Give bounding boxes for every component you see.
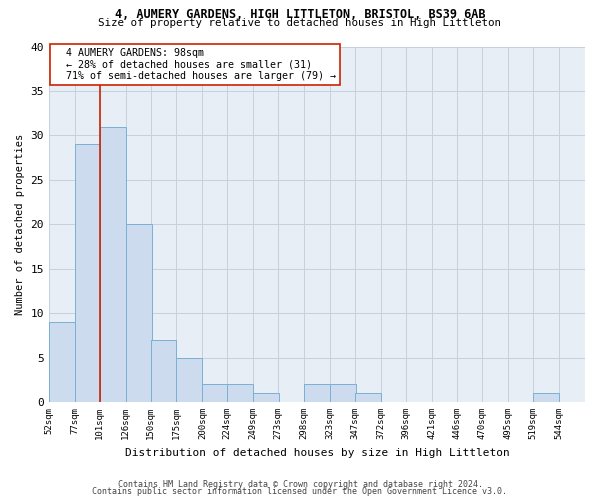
Bar — [533, 393, 559, 402]
Bar — [176, 358, 202, 402]
Text: 4, AUMERY GARDENS, HIGH LITTLETON, BRISTOL, BS39 6AB: 4, AUMERY GARDENS, HIGH LITTLETON, BRIST… — [115, 8, 485, 20]
Bar — [75, 144, 101, 402]
Bar — [304, 384, 330, 402]
Text: Size of property relative to detached houses in High Littleton: Size of property relative to detached ho… — [98, 18, 502, 28]
Bar — [125, 224, 152, 402]
Y-axis label: Number of detached properties: Number of detached properties — [15, 134, 25, 315]
Text: Contains HM Land Registry data © Crown copyright and database right 2024.: Contains HM Land Registry data © Crown c… — [118, 480, 482, 489]
Text: 4 AUMERY GARDENS: 98sqm
  ← 28% of detached houses are smaller (31)
  71% of sem: 4 AUMERY GARDENS: 98sqm ← 28% of detache… — [54, 48, 336, 82]
Text: Contains public sector information licensed under the Open Government Licence v3: Contains public sector information licen… — [92, 487, 508, 496]
Bar — [49, 322, 75, 402]
X-axis label: Distribution of detached houses by size in High Littleton: Distribution of detached houses by size … — [125, 448, 509, 458]
Bar — [100, 126, 125, 402]
Bar — [151, 340, 176, 402]
Bar — [330, 384, 356, 402]
Bar — [253, 393, 279, 402]
Bar — [355, 393, 381, 402]
Bar — [202, 384, 229, 402]
Bar — [227, 384, 253, 402]
